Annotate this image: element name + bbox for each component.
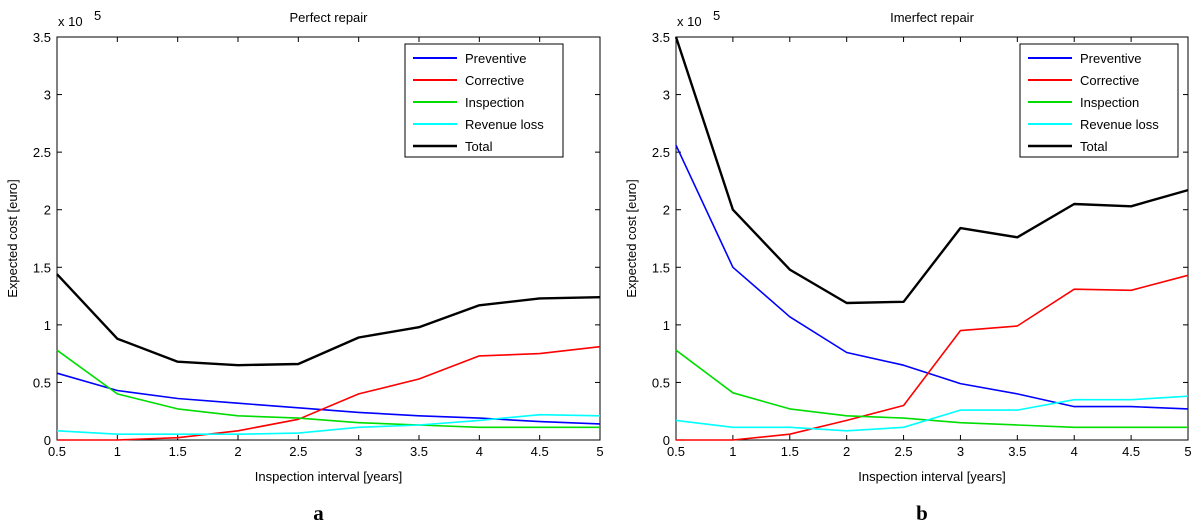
x-tick-label: 3.5 — [410, 444, 428, 459]
y-exponent-label: x 10 — [58, 14, 83, 29]
y-tick-label: 2.5 — [652, 145, 670, 160]
y-tick-label: 0.5 — [33, 375, 51, 390]
y-axis-label: Expected cost [euro] — [624, 179, 639, 298]
y-tick-label: 2 — [663, 203, 670, 218]
legend-entry-label: Total — [1080, 139, 1108, 154]
legend-entry-label: Preventive — [1080, 51, 1141, 66]
legend-entry-label: Corrective — [465, 73, 524, 88]
legend-box — [1019, 43, 1179, 158]
legend-entry-label: Revenue loss — [1080, 117, 1159, 132]
legend-entry-label: Corrective — [1080, 73, 1139, 88]
y-tick-label: 2.5 — [33, 145, 51, 160]
y-tick-label: 0 — [44, 433, 51, 448]
x-tick-label: 4 — [1071, 444, 1078, 459]
x-tick-label: 0.5 — [667, 444, 685, 459]
x-tick-label: 0.5 — [48, 444, 66, 459]
legend-entry-label: Revenue loss — [465, 117, 544, 132]
chart-title: Perfect repair — [289, 10, 368, 25]
y-exponent-power: 5 — [94, 8, 101, 23]
x-tick-label: 1.5 — [169, 444, 187, 459]
y-tick-label: 1.5 — [33, 260, 51, 275]
x-axis-label: Inspection interval [years] — [858, 469, 1005, 484]
chart-title: Imerfect repair — [890, 10, 974, 25]
x-tick-label: 3.5 — [1008, 444, 1026, 459]
x-tick-label: 3 — [355, 444, 362, 459]
series-line-corrective — [676, 274, 1189, 441]
series-line-preventive — [56, 372, 601, 425]
series-line-inspection — [675, 349, 1188, 429]
legend-entry-label: Total — [465, 139, 493, 154]
y-tick-label: 0.5 — [652, 375, 670, 390]
x-tick-label: 4 — [476, 444, 483, 459]
y-tick-label: 1 — [663, 318, 670, 333]
x-tick-label: 5 — [1184, 444, 1191, 459]
y-tick-label: 2 — [44, 203, 51, 218]
x-tick-label: 2 — [234, 444, 241, 459]
x-tick-label: 2.5 — [289, 444, 307, 459]
x-tick-label: 1 — [114, 444, 121, 459]
legend-entry-label: Inspection — [465, 95, 524, 110]
series-line-preventive — [675, 144, 1189, 410]
y-tick-label: 3 — [663, 88, 670, 103]
y-tick-label: 3 — [44, 88, 51, 103]
y-exponent-label: x 10 — [677, 14, 702, 29]
series-line-revenue-loss — [675, 395, 1189, 432]
x-tick-label: 1 — [729, 444, 736, 459]
x-tick-label: 2 — [843, 444, 850, 459]
x-tick-label: 3 — [957, 444, 964, 459]
y-tick-label: 3.5 — [33, 30, 51, 45]
y-exponent-power: 5 — [713, 8, 720, 23]
series-line-revenue-loss — [56, 413, 601, 436]
chart-panel-b: 0.5 1 1.5 2 2.5 3 3.5 4 4.5 500.511.522.533.5x 10… — [624, 8, 1192, 525]
y-tick-label: 3.5 — [652, 30, 670, 45]
x-axis-label: Inspection interval [years] — [255, 469, 402, 484]
y-tick-label: 1.5 — [652, 260, 670, 275]
legend-entry-label: Inspection — [1080, 95, 1139, 110]
series-line-corrective — [57, 345, 601, 441]
chart-panel-a: 0.5 1 1.5 2 2.5 3 3.5 4 4.5 500.511.522.533.5x 10… — [5, 8, 604, 525]
legend-box — [404, 43, 564, 158]
plot-area-frame — [56, 36, 601, 441]
series-line-total — [674, 36, 1189, 305]
legend: Preventive Corrective Inspection Revenue lo… — [1019, 43, 1179, 158]
series-line-total — [56, 273, 601, 367]
panel-letter: a — [313, 501, 324, 525]
y-tick-label: 0 — [663, 433, 670, 448]
x-tick-label: 5 — [596, 444, 603, 459]
x-tick-label: 1.5 — [781, 444, 799, 459]
y-axis-label: Expected cost [euro] — [5, 179, 20, 298]
y-tick-label: 1 — [44, 318, 51, 333]
legend: Preventive Corrective Inspection Revenue lo… — [404, 43, 564, 158]
x-tick-label: 4.5 — [531, 444, 549, 459]
legend-entry-label: Preventive — [465, 51, 526, 66]
x-tick-label: 4.5 — [1122, 444, 1140, 459]
panel-letter: b — [916, 501, 928, 525]
x-tick-label: 2.5 — [895, 444, 913, 459]
series-line-inspection — [56, 349, 600, 429]
plot-area-frame — [675, 36, 1189, 441]
